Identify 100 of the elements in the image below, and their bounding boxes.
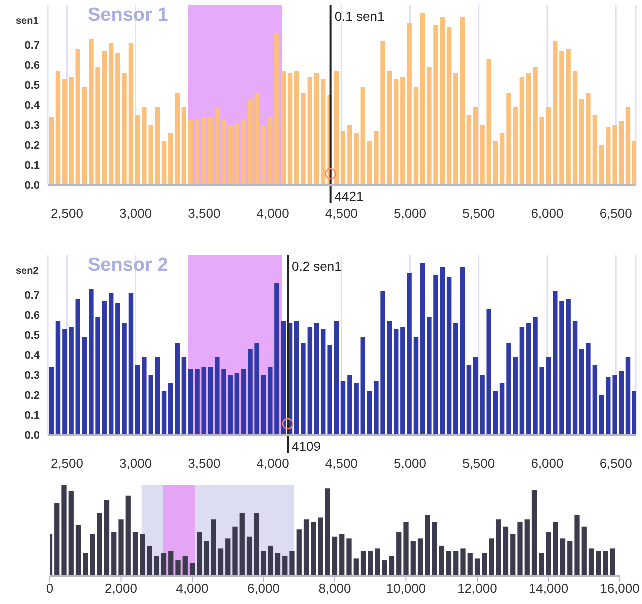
bar <box>290 551 295 576</box>
bar <box>294 71 300 185</box>
bar <box>261 551 266 576</box>
bar <box>603 551 608 576</box>
y-tick-label: 0.4 <box>24 350 41 362</box>
y-tick-label: 0.5 <box>24 80 40 92</box>
bar <box>112 532 117 576</box>
bar <box>76 49 80 185</box>
y-tick-label: 0.7 <box>24 290 40 302</box>
bar <box>49 117 54 185</box>
bar <box>346 538 352 576</box>
bar <box>234 123 240 185</box>
bar <box>108 293 114 435</box>
bar <box>56 71 61 185</box>
x-tick-label: 6,000 <box>247 581 280 596</box>
bar <box>232 526 238 576</box>
bar <box>132 532 138 576</box>
x-tick-label: 4,500 <box>325 456 358 472</box>
bar <box>468 553 473 576</box>
bar <box>328 345 332 435</box>
bar <box>76 525 82 576</box>
x-tick-label: 6,000 <box>531 206 564 222</box>
bar <box>62 485 67 576</box>
bar <box>460 17 465 185</box>
bar <box>520 327 525 435</box>
bar <box>296 530 302 576</box>
bar <box>553 522 558 576</box>
bar <box>211 520 216 576</box>
bar <box>580 349 584 435</box>
bar <box>588 548 594 576</box>
bar <box>606 127 611 185</box>
bar <box>610 548 616 576</box>
bar <box>188 119 194 185</box>
bar <box>582 526 587 576</box>
bar <box>546 107 552 185</box>
bar <box>340 534 345 576</box>
bar <box>493 391 498 435</box>
bar <box>367 391 372 435</box>
bar <box>420 13 426 185</box>
bar <box>382 560 388 576</box>
y-tick-label: 0.6 <box>24 60 40 72</box>
bar <box>318 518 324 576</box>
y-tick-label: 0.0 <box>24 430 40 442</box>
bar <box>54 503 60 576</box>
bar <box>420 263 426 435</box>
bar <box>387 321 392 435</box>
bar <box>83 553 88 576</box>
bar <box>204 541 210 576</box>
bar <box>135 115 140 185</box>
bar <box>332 536 338 576</box>
bar <box>414 337 419 435</box>
x-tick-label: 6,500 <box>600 206 632 222</box>
bar <box>314 323 320 435</box>
bar <box>97 513 102 576</box>
bar <box>261 125 266 185</box>
bar <box>234 373 240 435</box>
bar <box>394 329 399 435</box>
bar <box>612 375 618 435</box>
bar <box>503 526 509 576</box>
x-tick-label: 10,000 <box>386 581 426 596</box>
bar <box>632 391 636 435</box>
bar <box>226 538 231 576</box>
bar <box>599 145 604 185</box>
bar <box>586 343 591 435</box>
bar <box>275 553 281 576</box>
bar <box>218 548 224 576</box>
bar <box>334 71 340 185</box>
bar <box>155 357 160 435</box>
bar <box>76 299 80 435</box>
bar <box>466 115 472 185</box>
bar <box>446 277 452 435</box>
x-tick-label: 2,500 <box>50 206 84 222</box>
bar <box>208 367 214 435</box>
bar <box>82 337 88 435</box>
x-tick-label: 2,000 <box>104 581 138 596</box>
bar <box>460 548 466 576</box>
bar <box>281 71 286 185</box>
bar <box>104 500 110 576</box>
x-tick-label: 8,000 <box>318 581 352 596</box>
bar <box>182 107 187 185</box>
bar <box>389 556 395 576</box>
y-tick-label: 0.0 <box>24 180 40 192</box>
bar <box>532 490 538 576</box>
y-tick-label: 0.1 <box>24 160 40 172</box>
bar <box>396 532 402 576</box>
bar <box>592 365 598 435</box>
bar <box>148 375 154 435</box>
bar <box>404 522 409 576</box>
bar <box>375 548 380 576</box>
bar <box>367 141 372 185</box>
bar <box>176 560 181 576</box>
text: 4421 <box>334 189 364 204</box>
bar <box>524 520 530 576</box>
bar <box>246 536 252 576</box>
y-tick-label: 0.2 <box>24 140 40 152</box>
y-tick-label: 0.3 <box>24 120 40 132</box>
bar <box>493 141 498 185</box>
bar <box>572 321 578 435</box>
x-tick-label: 0 <box>46 581 54 596</box>
bar <box>626 107 631 185</box>
